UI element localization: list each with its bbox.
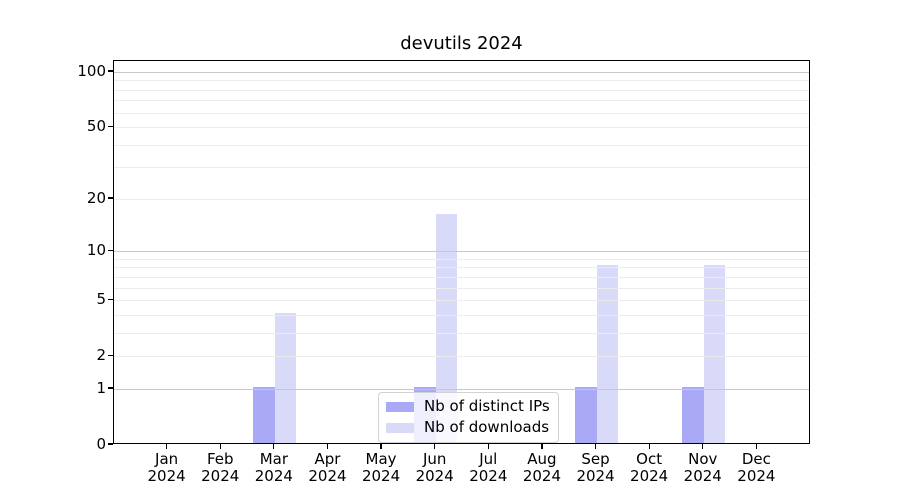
y-tick-mark [108,298,113,300]
bar-downloads [435,214,458,443]
minor-gridline [114,112,809,114]
minor-gridline [114,127,809,129]
x-tick-label: Jun 2024 [415,450,454,485]
x-tick-label: May 2024 [361,450,401,485]
x-tick-label: Nov 2024 [683,450,722,485]
x-tick-label: Apr 2024 [308,450,347,485]
x-tick-label: Oct 2024 [630,450,669,485]
x-tick-label: Jan 2024 [147,450,186,485]
x-tick-label: Dec 2024 [737,450,776,485]
x-tick-mark [755,444,758,449]
y-tick-label: 100 [77,61,106,80]
plot-area [113,60,810,444]
x-tick-label: Aug 2024 [522,450,562,485]
major-gridline [114,71,809,73]
minor-gridline [114,198,809,200]
minor-gridline [114,100,809,102]
x-tick-mark [594,444,597,449]
distinct-ips-swatch-icon [386,401,414,412]
minor-gridline [114,258,809,260]
y-tick-mark [108,443,113,445]
x-tick-mark [487,444,489,449]
x-tick-mark [648,444,650,449]
y-tick-mark [108,249,113,251]
minor-gridline [114,276,809,278]
minor-gridline [114,167,809,169]
x-tick-mark [165,444,168,449]
legend-item-downloads: Nb of downloads [386,419,550,436]
x-tick-mark [434,444,436,449]
y-tick-mark [108,354,113,356]
x-tick-label: Feb 2024 [201,450,240,485]
minor-gridline [114,89,809,91]
y-tick-mark [108,387,113,389]
y-tick-mark [108,197,113,199]
legend-label: Nb of downloads [424,418,550,436]
y-tick-label: 0 [96,435,106,453]
chart-title: devutils 2024 [400,33,523,54]
x-tick-label: Sep 2024 [576,450,615,485]
minor-gridline [114,267,809,269]
bar-distinct-ips [253,386,275,443]
x-tick-mark [326,444,329,449]
x-tick-label: Mar 2024 [254,450,293,485]
legend-label: Nb of distinct IPs [424,397,550,415]
bar-distinct-ips [575,386,597,443]
y-tick-label: 2 [96,346,106,365]
y-tick-label: 10 [86,241,106,260]
y-tick-mark [108,125,113,127]
x-tick-mark [219,444,221,449]
legend: Nb of distinct IPs Nb of downloads [378,392,559,443]
major-gridline [114,388,809,390]
minor-gridline [114,314,809,316]
major-gridline [114,251,809,253]
y-tick-label: 20 [86,188,106,207]
x-tick-mark [541,444,543,449]
legend-item-distinct-ips: Nb of distinct IPs [386,398,550,415]
y-tick-label: 50 [86,117,106,136]
minor-gridline [114,300,809,302]
y-tick-label: 1 [96,378,106,397]
minor-gridline [114,287,809,289]
x-tick-mark [380,444,382,449]
minor-gridline [114,356,809,358]
minor-gridline [114,80,809,82]
y-tick-label: 5 [96,290,106,309]
bar-distinct-ips [682,386,704,443]
y-tick-mark [108,70,113,72]
minor-gridline [114,144,809,146]
x-tick-mark [273,444,275,449]
downloads-swatch-icon [386,422,414,433]
bar-downloads [274,312,297,443]
bar-downloads [703,265,726,443]
bar-downloads [596,265,618,443]
x-tick-mark [702,444,704,449]
x-tick-label: Jul 2024 [469,450,508,485]
minor-gridline [114,332,809,334]
